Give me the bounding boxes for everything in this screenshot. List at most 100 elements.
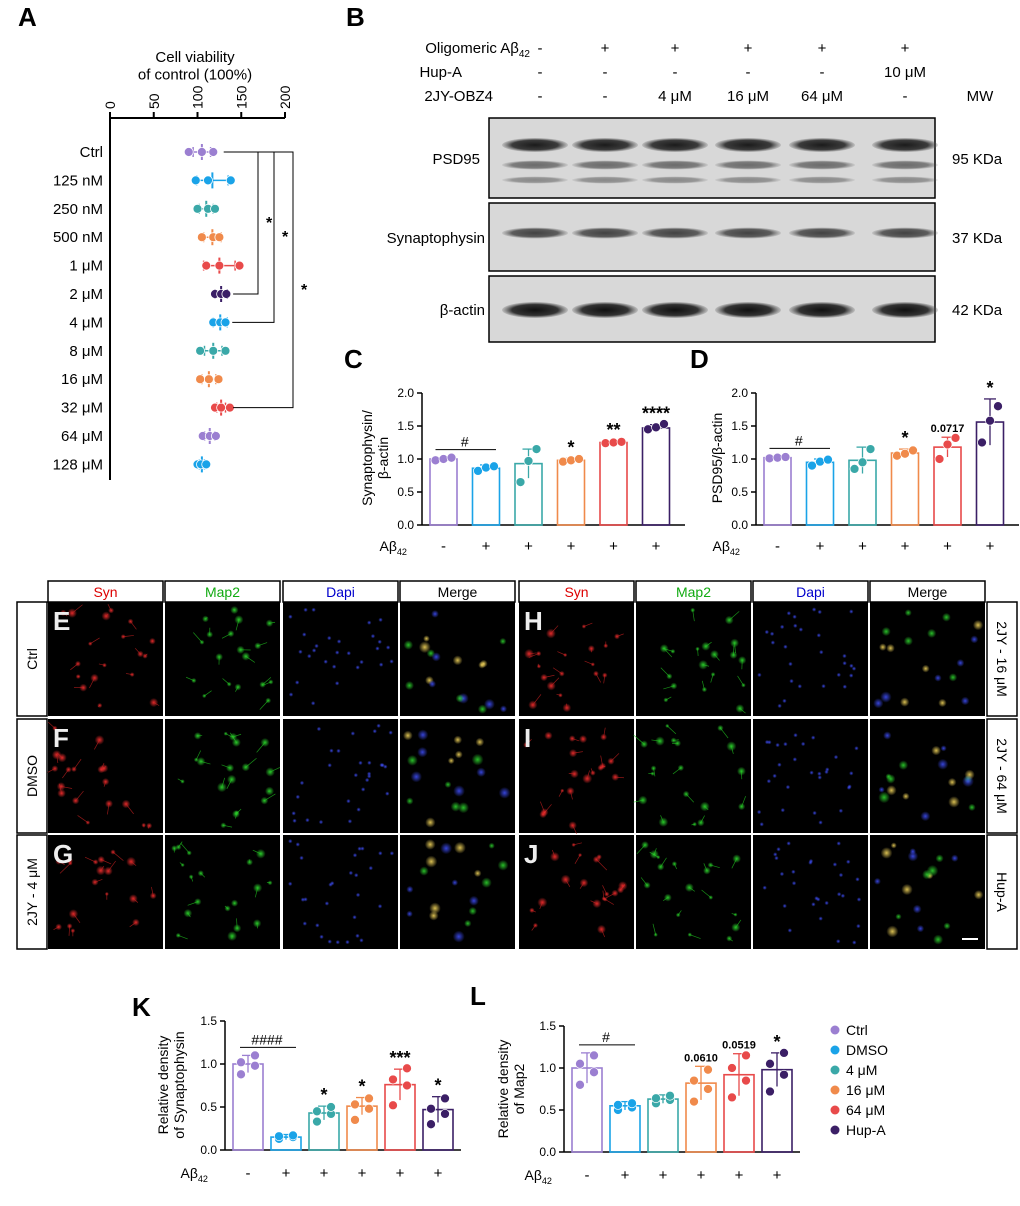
chart-a-data-point [208, 147, 219, 157]
chart-K-data-point [440, 1093, 450, 1104]
if-signal-spot [769, 631, 775, 637]
if-neurite [558, 790, 563, 797]
if-neurite [259, 700, 269, 710]
legend-label: Hup-A [846, 1122, 886, 1138]
if-neurite [552, 667, 563, 674]
if-channel-header: Map2 [205, 584, 240, 600]
if-neurite [701, 889, 712, 898]
if-neurite [223, 824, 233, 828]
blot-mw-label: 42 KDa [952, 302, 1003, 319]
if-signal-spot [295, 794, 301, 800]
if-signal-spot [431, 610, 439, 618]
chart-K-data-point [250, 1050, 260, 1061]
chart-D-data-point [764, 453, 775, 464]
if-signal-spot [898, 760, 909, 770]
if-signal-spot [328, 882, 333, 887]
chart-D-tick-label: 1.5 [731, 419, 748, 433]
if-signal-spot [791, 881, 797, 886]
chart-K-category-label: + [320, 1165, 329, 1182]
if-signal-spot [471, 753, 484, 766]
legend-label: DMSO [846, 1042, 888, 1058]
chart-D-category-label: + [901, 538, 910, 555]
if-signal-spot [379, 762, 384, 768]
if-signal-spot [762, 885, 767, 890]
if-neurite [254, 887, 258, 898]
chart-C-data-point [523, 456, 534, 466]
chart-a-data-point [203, 374, 214, 385]
if-signal-spot [431, 652, 441, 662]
chart-D-data-point [865, 444, 876, 454]
if-signal-spot [973, 890, 984, 900]
chart-a-significance-label: * [282, 229, 289, 246]
chart-K-y-label: Relative densityof Synaptophysin [155, 1031, 187, 1138]
blot-condition-value: - [603, 88, 608, 105]
if-neurite [660, 815, 664, 823]
chart-a-data-point [216, 402, 227, 413]
chart-D-tick-label: 2.0 [731, 386, 748, 400]
if-signal-spot [476, 767, 486, 777]
if-signal-spot [288, 838, 293, 844]
if-signal-spot [757, 672, 762, 678]
if-panel-letter: E [53, 606, 70, 636]
chart-L-tick-label: 1.0 [539, 1061, 556, 1075]
chart-D-category-label: + [858, 538, 867, 555]
if-panel-letter: I [524, 723, 531, 753]
chart-D-data-point [780, 452, 791, 462]
if-signal-spot [931, 745, 941, 756]
blot-condition-value: - [603, 64, 608, 81]
if-neurite [606, 892, 616, 899]
chart-a-data-point [196, 232, 207, 243]
if-signal-spot [793, 623, 798, 628]
if-neurite [557, 651, 566, 656]
if-signal-spot [873, 698, 884, 709]
if-neurite [221, 633, 232, 639]
blot-row-label-abeta: Oligomeric Aβ42 [425, 40, 530, 60]
chart-L-data-point [765, 1058, 775, 1069]
if-signal-spot [335, 940, 340, 945]
blot-condition-value: + [818, 40, 827, 57]
if-signal-spot [452, 655, 463, 666]
chart-a-category-label: 32 μM [61, 400, 103, 417]
chart-C-significance-label: * [567, 437, 574, 457]
chart-L-significance-label: 0.0519 [722, 1040, 756, 1052]
if-panel-letter: F [53, 723, 69, 753]
if-neurite [572, 825, 577, 835]
if-row-label-box [986, 718, 1018, 834]
if-signal-spot [403, 640, 414, 650]
if-neurite [53, 926, 59, 931]
if-signal-spot [335, 650, 340, 655]
if-signal-spot [885, 773, 892, 780]
chart-a-data-point [214, 260, 225, 271]
chart-K-data-point [402, 1080, 412, 1091]
blot-condition-value: - [903, 88, 908, 105]
if-signal-spot [268, 679, 274, 685]
chart-D-data-point [908, 445, 918, 456]
if-signal-spot [880, 691, 892, 703]
chart-L-data-point [613, 1100, 623, 1110]
if-signal-spot [926, 864, 939, 877]
if-signal-spot [832, 862, 838, 867]
if-signal-spot [429, 902, 441, 915]
if-signal-spot [738, 656, 747, 665]
if-neurite [573, 842, 583, 846]
if-neurite [540, 801, 545, 813]
chart-a-data-point [192, 203, 203, 214]
panel-b-western-blot: Oligomeric Aβ42- + + + + +Hup-A - - - - -10 μM2JY-… [387, 40, 1003, 343]
if-signal-spot [451, 879, 459, 886]
if-neurite [556, 693, 561, 696]
if-neurite [58, 860, 65, 866]
if-signal-spot [842, 653, 847, 659]
if-signal-spot [817, 609, 822, 615]
if-signal-spot [792, 757, 798, 762]
chart-L-data-point [765, 1086, 775, 1097]
if-neurite [573, 751, 583, 754]
chart-D-data-point [942, 439, 953, 450]
if-neurite [667, 725, 677, 735]
if-neurite [677, 910, 682, 916]
chart-C-bar [599, 441, 628, 526]
if-micrograph [283, 719, 398, 833]
if-signal-spot [783, 741, 788, 747]
chart-K-data-point [388, 1074, 398, 1085]
chart-C-bar [556, 459, 586, 526]
if-row-label-box [986, 834, 1018, 950]
